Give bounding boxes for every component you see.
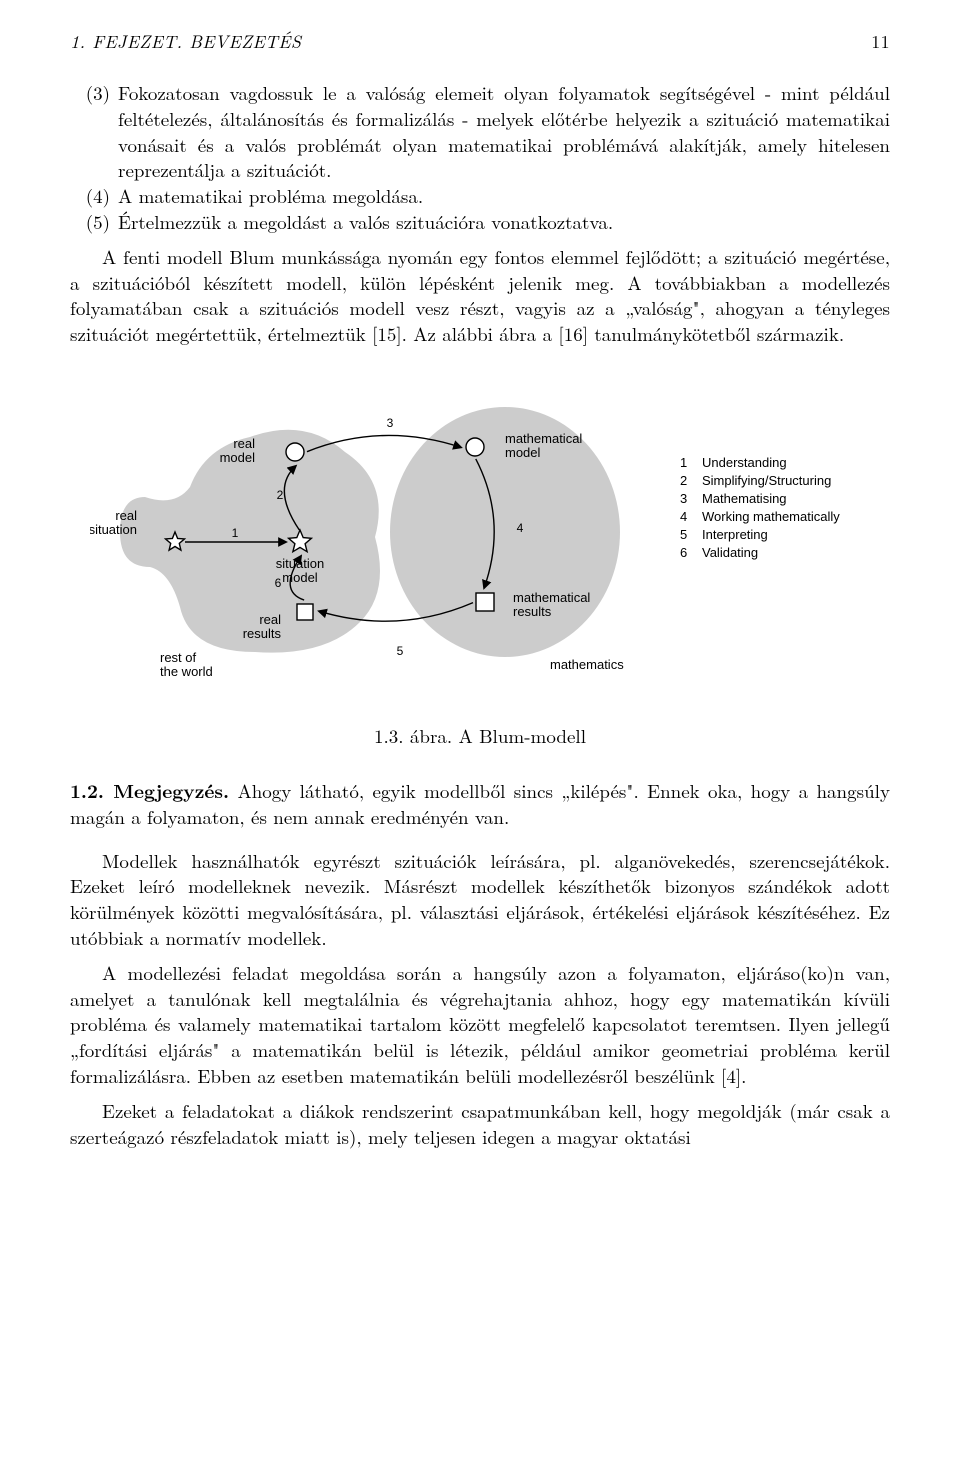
figure-caption: 1.3. ábra. A Blum-modell <box>70 723 890 749</box>
remark-paragraph: 1.2. Megjegyzés. Ahogy látható, egyik mo… <box>70 778 890 829</box>
svg-text:rest ofthe world: rest ofthe world <box>160 650 213 679</box>
svg-text:mathematics: mathematics <box>550 657 624 672</box>
list-text: Fokozatosan vagdossuk le a valóság eleme… <box>118 80 890 183</box>
svg-text:3: 3 <box>387 416 394 430</box>
svg-text:2: 2 <box>680 473 687 488</box>
svg-text:1: 1 <box>232 526 239 540</box>
svg-text:Working mathematically: Working mathematically <box>702 509 840 524</box>
paragraph: A modellezési feladat megoldása során a … <box>70 960 890 1088</box>
list-item: (3) Fokozatosan vagdossuk le a valóság e… <box>70 80 890 183</box>
svg-text:6: 6 <box>680 545 687 560</box>
paragraph: A fenti modell Blum munkássága nyomán eg… <box>70 244 890 347</box>
paragraph: Ezeket a feladatokat a diákok rendszerin… <box>70 1098 890 1149</box>
running-header: 1. FEJEZET. BEVEZETÉS 11 <box>70 30 890 54</box>
list-item: (4) A matematikai probléma megoldása. <box>70 183 890 209</box>
diagram-svg: 1 2 3 4 5 6 realsituation situationmodel realmod… <box>90 377 870 697</box>
svg-text:4: 4 <box>517 521 524 535</box>
svg-text:5: 5 <box>397 644 404 658</box>
list-marker: (3) <box>70 80 118 183</box>
svg-text:Mathematising: Mathematising <box>702 491 787 506</box>
svg-text:6: 6 <box>275 576 282 590</box>
svg-text:Understanding: Understanding <box>702 455 787 470</box>
svg-text:2: 2 <box>277 488 284 502</box>
figure-blum-model: 1 2 3 4 5 6 realsituation situationmodel realmod… <box>70 377 890 749</box>
running-header-left: 1. FEJEZET. BEVEZETÉS <box>70 30 301 54</box>
svg-text:4: 4 <box>680 509 687 524</box>
remark-head: 1.2. Megjegyzés. <box>70 776 229 804</box>
list-marker: (4) <box>70 183 118 209</box>
list-text: A matematikai probléma megoldása. <box>118 183 890 209</box>
svg-text:Validating: Validating <box>702 545 758 560</box>
svg-text:realsituation: realsituation <box>90 508 137 537</box>
page-number: 11 <box>871 30 890 54</box>
svg-text:1: 1 <box>680 455 687 470</box>
paragraph: Modellek használhatók egyrészt szituáció… <box>70 848 890 951</box>
svg-text:Simplifying/Structuring: Simplifying/Structuring <box>702 473 831 488</box>
list-text: Értelmezzük a megoldást a valós szituáci… <box>118 209 890 235</box>
svg-text:3: 3 <box>680 491 687 506</box>
svg-text:realmodel: realmodel <box>220 436 256 465</box>
list-item: (5) Értelmezzük a megoldást a valós szit… <box>70 209 890 235</box>
svg-text:5: 5 <box>680 527 687 542</box>
svg-text:situationmodel: situationmodel <box>276 556 324 585</box>
svg-text:Interpreting: Interpreting <box>702 527 768 542</box>
list-marker: (5) <box>70 209 118 235</box>
